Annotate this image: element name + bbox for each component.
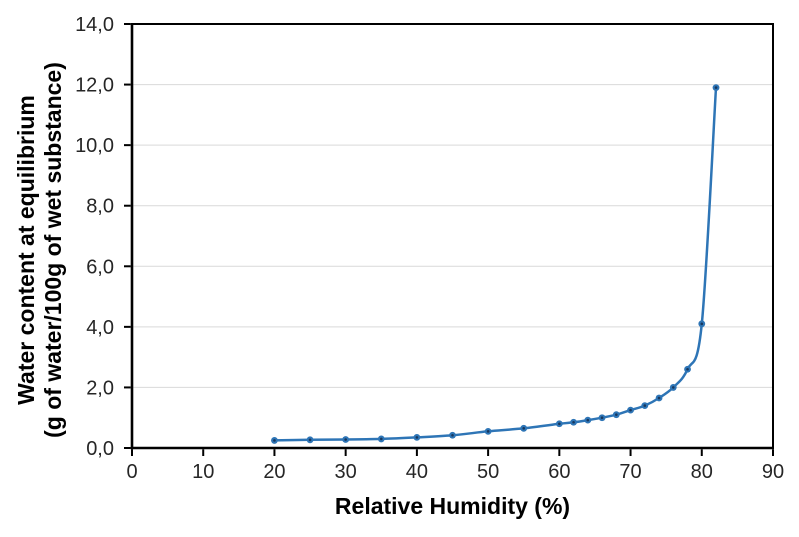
x-tick-label: 30 [335, 461, 357, 483]
data-point-markers [271, 84, 720, 444]
data-point-marker-center [586, 418, 590, 422]
y-tick-label: 6,0 [86, 256, 114, 278]
data-point-marker-center [686, 367, 689, 371]
data-point-marker-center [558, 422, 561, 426]
x-tick-label: 10 [192, 461, 214, 483]
y-axis-title-line2: (g of water/100g of wet substance) [40, 62, 66, 438]
x-tick-label: 80 [691, 461, 713, 483]
y-tick-label: 12,0 [75, 75, 114, 97]
data-point-marker-center [572, 420, 575, 424]
y-tick-label: 10,0 [75, 135, 114, 157]
data-point-marker-center [451, 433, 454, 437]
y-tick-label: 2,0 [86, 377, 114, 399]
x-tick-label: 60 [548, 461, 570, 483]
tick-labels: 0 10 20 30 40 50 60 70 80 90 0,0 2,0 4,0 6,0 8,0 10,0 12… [75, 14, 784, 483]
x-tick-label: 50 [477, 461, 499, 483]
tick-marks [124, 23, 774, 456]
data-point-marker-center [379, 437, 383, 441]
x-tick-label: 90 [762, 461, 784, 483]
data-point-marker-center [714, 86, 718, 89]
x-tick-label: 20 [263, 461, 285, 483]
data-point-marker-center [671, 386, 675, 389]
data-point-marker-center [700, 322, 704, 326]
data-point-marker-center [344, 438, 347, 441]
y-tick-label: 14,0 [75, 14, 114, 36]
y-tick-label: 0,0 [86, 438, 114, 460]
y-tick-label: 8,0 [86, 196, 114, 218]
y-axis-title-line1: Water content at equilibrium [13, 95, 39, 405]
data-point-marker-center [273, 439, 276, 442]
x-tick-label: 40 [406, 461, 428, 483]
y-tick-label: 4,0 [86, 317, 114, 339]
data-point-marker-center [657, 396, 661, 400]
data-point-marker-center [308, 438, 312, 442]
x-tick-label: 0 [126, 461, 137, 483]
data-point-marker-center [615, 413, 618, 416]
data-point-marker-center [522, 427, 526, 430]
data-point-marker-center [629, 408, 632, 412]
data-point-marker-center [643, 404, 647, 407]
data-point-marker-center [415, 436, 419, 439]
x-axis-title: Relative Humidity (%) [335, 493, 570, 519]
gridlines [132, 84, 773, 388]
x-tick-label: 70 [619, 461, 641, 483]
plot-border [130, 23, 774, 450]
data-point-marker-center [600, 416, 604, 420]
data-point-marker-center [486, 430, 490, 433]
